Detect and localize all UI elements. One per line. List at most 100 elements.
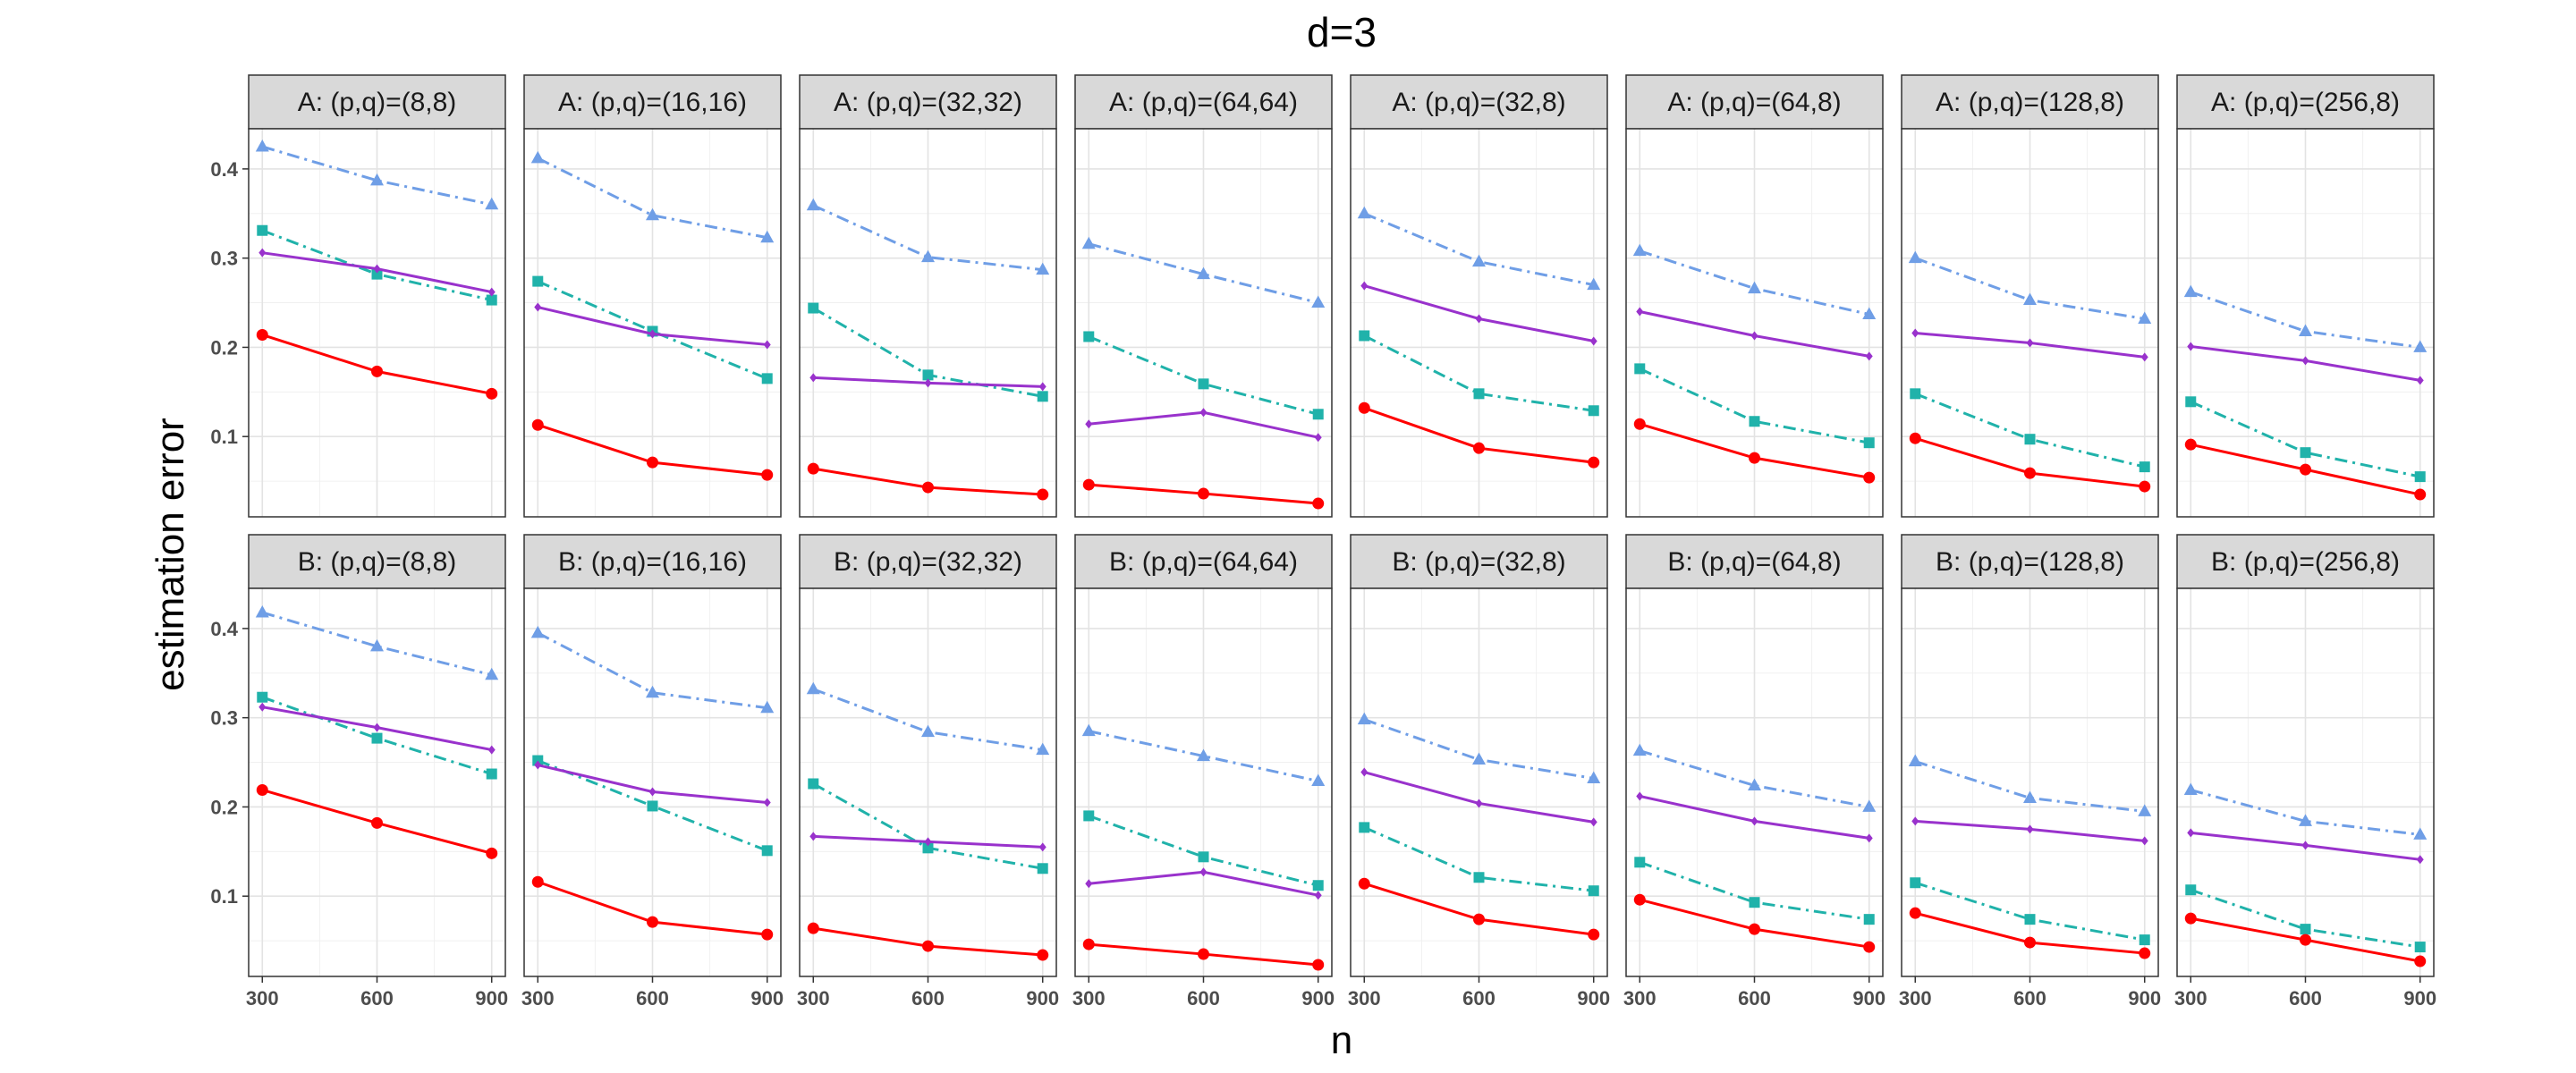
data-point-purple-diamond <box>1038 842 1046 852</box>
data-point-red-circle <box>1633 893 1646 906</box>
data-point-blue-triangle <box>2023 292 2037 306</box>
x-tick-label: 600 <box>911 987 945 1010</box>
data-point-purple-diamond <box>487 287 496 297</box>
facet-grid: A: (p,q)=(8,8) 0.1 0.2 0.3 0.4 A: (p,q)=(16,1… <box>210 74 2436 1010</box>
data-point-blue-triangle <box>1036 262 1050 275</box>
data-point-purple-diamond <box>1911 328 1919 338</box>
data-point-teal-square <box>1910 877 1921 889</box>
data-point-blue-triangle <box>2183 284 2198 298</box>
data-point-red-circle <box>2300 463 2311 476</box>
data-point-purple-diamond <box>924 378 932 388</box>
x-tick-label: 600 <box>636 987 669 1010</box>
y-tick-label: 0.4 <box>210 158 238 181</box>
facet-strip <box>799 74 1057 130</box>
facet-strip <box>248 534 506 589</box>
data-point-blue-triangle <box>1908 250 1922 264</box>
data-point-red-circle <box>531 418 544 431</box>
x-tick-label: 600 <box>2013 987 2046 1010</box>
data-point-red-circle <box>371 365 383 377</box>
facet-strip-label: B: (p,q)=(64,8) <box>1667 547 1841 577</box>
facet-panel: B: (p,q)=(16,16) 300 600 900 <box>521 534 784 1010</box>
x-tick-label: 600 <box>1462 987 1496 1010</box>
data-point-blue-triangle <box>1197 748 1210 762</box>
data-point-purple-diamond <box>763 798 771 807</box>
y-tick-label: 0.3 <box>210 707 238 730</box>
data-point-teal-square <box>371 732 383 744</box>
data-point-teal-square <box>2414 471 2426 483</box>
data-point-red-circle <box>1588 928 1600 941</box>
x-tick-label: 600 <box>2289 987 2322 1010</box>
data-point-blue-triangle <box>485 667 499 680</box>
data-point-red-circle <box>531 875 544 888</box>
data-point-teal-square <box>1473 872 1485 883</box>
data-point-teal-square <box>1037 863 1048 874</box>
data-point-red-circle <box>1473 913 1485 925</box>
data-point-blue-triangle <box>1632 243 1647 257</box>
data-point-red-circle <box>2024 467 2036 479</box>
data-point-teal-square <box>1910 388 1921 400</box>
y-tick-label: 0.3 <box>210 248 238 270</box>
facet-panel: A: (p,q)=(256,8) <box>2176 74 2435 518</box>
data-point-purple-diamond <box>2140 352 2148 362</box>
facet-panel: A: (p,q)=(32,8) <box>1350 74 1608 518</box>
chart-title: d=3 <box>1307 9 1377 55</box>
data-point-teal-square <box>1634 857 1646 868</box>
data-point-blue-triangle <box>485 197 499 210</box>
data-point-blue-triangle <box>2413 340 2428 352</box>
data-point-red-circle <box>1588 456 1600 469</box>
data-point-teal-square <box>1473 388 1485 400</box>
data-point-red-circle <box>1082 478 1095 491</box>
data-point-teal-square <box>2185 396 2197 408</box>
facet-panel: B: (p,q)=(64,8) 300 600 900 <box>1623 534 1885 1010</box>
data-point-teal-square <box>2185 884 2197 896</box>
series-line-teal-square <box>1363 826 1594 892</box>
data-point-blue-triangle <box>255 604 269 618</box>
data-point-blue-triangle <box>806 681 820 695</box>
data-point-red-circle <box>1312 959 1325 971</box>
data-point-blue-triangle <box>921 724 935 738</box>
data-point-blue-triangle <box>1862 307 1877 320</box>
data-point-blue-triangle <box>921 249 935 263</box>
data-point-red-circle <box>2024 936 2036 949</box>
data-point-red-circle <box>922 481 934 494</box>
data-point-purple-diamond <box>1360 767 1368 777</box>
y-tick-label: 0.4 <box>210 618 238 640</box>
data-point-purple-diamond <box>1085 419 1093 429</box>
data-point-purple-diamond <box>534 302 542 312</box>
data-point-teal-square <box>2024 434 2036 445</box>
data-point-purple-diamond <box>1750 816 1758 826</box>
facet-panel: A: (p,q)=(32,32) <box>799 74 1057 518</box>
x-tick-label: 300 <box>521 987 555 1010</box>
facet-strip <box>1074 534 1333 589</box>
data-point-teal-square <box>761 845 773 857</box>
data-point-blue-triangle <box>255 139 269 152</box>
facet-strip-label: B: (p,q)=(256,8) <box>2211 547 2400 577</box>
x-tick-label: 300 <box>1899 987 1932 1010</box>
facet-strip-label: B: (p,q)=(16,16) <box>558 547 747 577</box>
data-point-red-circle <box>1909 432 1921 444</box>
data-point-red-circle <box>2139 480 2151 493</box>
data-point-red-circle <box>647 916 658 928</box>
y-tick-label: 0.2 <box>210 796 238 818</box>
data-point-blue-triangle <box>1587 277 1601 291</box>
data-point-red-circle <box>647 456 658 469</box>
data-point-teal-square <box>647 800 658 812</box>
data-point-blue-triangle <box>1036 742 1050 756</box>
x-tick-label: 300 <box>797 987 830 1010</box>
data-point-red-circle <box>2300 934 2311 946</box>
data-point-red-circle <box>2184 912 2197 925</box>
data-point-red-circle <box>256 783 268 796</box>
data-point-teal-square <box>1312 409 1324 420</box>
data-point-teal-square <box>1037 391 1048 402</box>
facet-panel: B: (p,q)=(256,8) 300 600 900 <box>2174 534 2436 1010</box>
data-point-red-circle <box>1358 401 1370 414</box>
facet-strip <box>2176 74 2435 130</box>
y-tick-label: 0.1 <box>210 426 238 448</box>
facet-strip <box>1350 74 1608 130</box>
data-point-purple-diamond <box>1085 879 1093 889</box>
facet-panel: A: (p,q)=(8,8) 0.1 0.2 0.3 0.4 <box>210 74 506 518</box>
data-point-red-circle <box>1749 923 1760 935</box>
y-tick-label: 0.1 <box>210 885 238 908</box>
facet-strip-label: B: (p,q)=(128,8) <box>1936 547 2124 577</box>
